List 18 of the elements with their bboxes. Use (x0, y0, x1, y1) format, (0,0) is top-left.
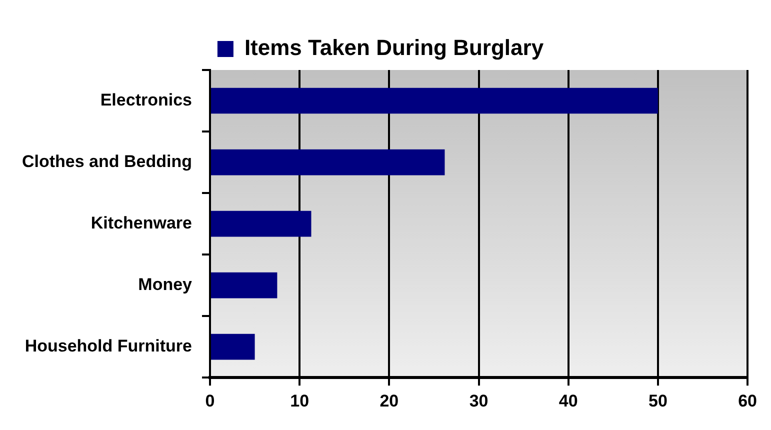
bar (211, 149, 445, 176)
bar (211, 334, 255, 360)
x-tick-label: 10 (290, 391, 310, 410)
x-tick-label: 20 (380, 391, 399, 410)
x-tick-label: 0 (205, 391, 215, 410)
legend-label: Items Taken During Burglary (244, 35, 544, 60)
x-tick-label: 40 (558, 391, 578, 410)
y-tick-label: Money (138, 275, 193, 294)
y-tick-label: Kitchenware (90, 213, 192, 232)
x-tick-label: 50 (648, 391, 668, 410)
y-tick-label: Household Furniture (24, 336, 192, 356)
bar (211, 88, 658, 114)
y-tick-label: Clothes and Bedding (22, 152, 192, 171)
bar (211, 210, 312, 237)
y-tick-label: Electronics (100, 90, 192, 110)
x-tick-label: 60 (738, 391, 758, 410)
bar (211, 272, 278, 298)
x-tick-label: 30 (469, 391, 488, 410)
